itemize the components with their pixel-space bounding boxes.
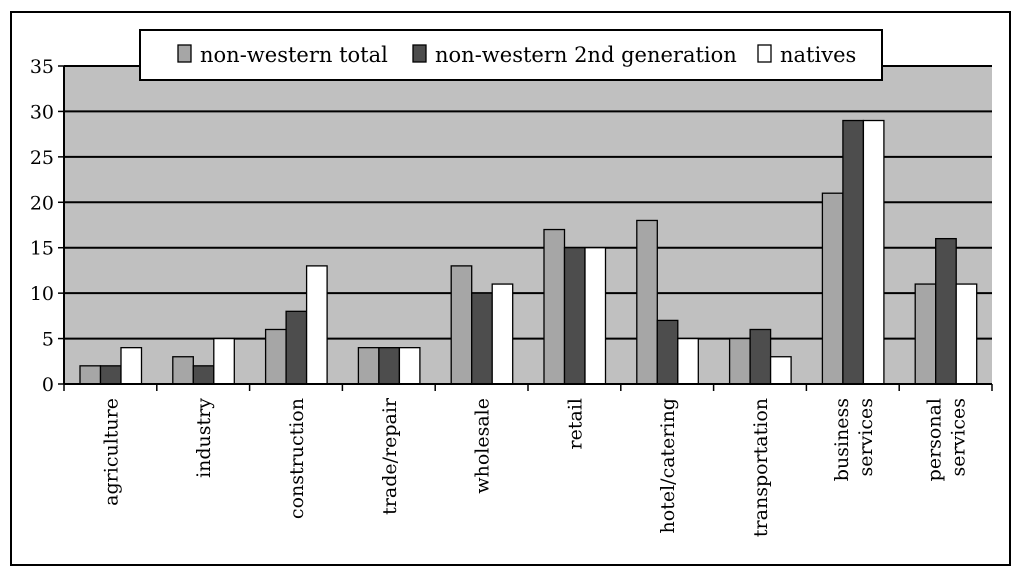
bar-non-western-2nd-generation: [285, 310, 308, 385]
bar-natives: [491, 283, 514, 385]
bar-non-western-2nd-generation: [99, 365, 122, 385]
bar-non-western-total: [636, 219, 658, 385]
bar-natives: [213, 337, 235, 385]
bar-non-western-total: [172, 356, 194, 385]
bar-non-western-total: [264, 328, 287, 385]
bar-non-western-total: [728, 337, 751, 385]
bar-non-western-total: [543, 228, 566, 385]
y-tick-label: 5: [42, 329, 54, 351]
bar-non-western-2nd-generation: [378, 347, 401, 385]
x-category-label: hotel/catering: [657, 398, 679, 533]
bar-non-western-2nd-generation: [192, 365, 215, 385]
x-category-label: retail: [564, 398, 586, 449]
bar-non-western-2nd-generation: [935, 237, 957, 385]
legend-swatch: [412, 44, 427, 63]
bar-non-western-2nd-generation: [471, 292, 493, 385]
x-category-label: transportation: [750, 398, 772, 537]
x-category-label: trade/repair: [379, 397, 401, 515]
legend-swatch: [177, 44, 192, 63]
y-tick-label: 0: [42, 374, 54, 396]
y-tick-label: 25: [30, 147, 54, 169]
bar-non-western-total: [357, 347, 380, 385]
y-tick-label: 10: [30, 283, 54, 305]
legend-label: non-western 2nd generation: [435, 43, 737, 67]
bar-natives: [305, 265, 328, 385]
bar-non-western-2nd-generation: [656, 319, 679, 385]
bar-non-western-2nd-generation: [749, 328, 772, 385]
x-category-label: services: [948, 398, 970, 477]
y-tick-label: 30: [30, 101, 54, 123]
legend: non-western total non-western 2nd generat…: [139, 29, 883, 81]
y-axis-tick-labels: 0 5 10 15 20 25 30 35: [30, 56, 54, 396]
y-tick-label: 20: [30, 192, 54, 214]
legend-label: non-western total: [200, 43, 388, 67]
bar-non-western-total: [821, 192, 844, 385]
bar-natives: [955, 283, 978, 385]
x-category-label: construction: [286, 398, 308, 519]
bar-non-western-total: [79, 365, 102, 385]
x-category-label: business: [831, 398, 853, 481]
bar-natives: [584, 247, 607, 385]
y-tick-label: 35: [30, 56, 54, 78]
bars: [79, 119, 978, 385]
x-category-label: wholesale: [472, 398, 494, 494]
x-category-label: services: [855, 398, 877, 477]
legend-swatch: [757, 44, 772, 63]
bar-natives: [862, 119, 885, 385]
bar-natives: [120, 347, 143, 385]
y-tick-label: 15: [30, 238, 54, 260]
x-axis-category-labels: agriculture industry construction trade/rep…: [100, 397, 969, 537]
bar-non-western-2nd-generation: [563, 247, 586, 385]
x-category-label: industry: [193, 398, 215, 478]
bar-natives: [398, 347, 421, 385]
x-category-label: agriculture: [100, 398, 122, 506]
bar-natives: [677, 337, 699, 385]
bar-non-western-2nd-generation: [842, 119, 865, 385]
axes: [58, 65, 993, 391]
bar-non-western-total: [914, 283, 937, 385]
bar-non-western-total: [450, 265, 473, 385]
bar-natives: [769, 356, 792, 385]
x-category-label: personal: [924, 398, 946, 481]
legend-label: natives: [780, 43, 856, 67]
